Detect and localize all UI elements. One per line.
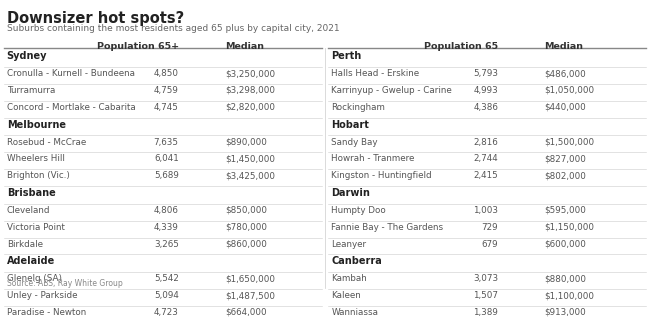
Text: Population 65: Population 65 (424, 42, 499, 51)
Text: Hobart: Hobart (332, 120, 369, 130)
Text: $913,000: $913,000 (545, 308, 586, 317)
Text: 4,339: 4,339 (154, 223, 179, 232)
Text: 4,850: 4,850 (153, 69, 179, 78)
Text: $1,150,000: $1,150,000 (545, 223, 595, 232)
Text: 2,744: 2,744 (473, 154, 499, 163)
Text: Kingston - Huntingfield: Kingston - Huntingfield (332, 171, 432, 180)
Text: Turramurra: Turramurra (6, 86, 55, 95)
Text: Darwin: Darwin (332, 188, 370, 198)
Text: 4,993: 4,993 (473, 86, 499, 95)
Text: 2,415: 2,415 (473, 171, 499, 180)
Text: $1,500,000: $1,500,000 (545, 137, 595, 146)
Text: Brisbane: Brisbane (6, 188, 55, 198)
Text: $1,450,000: $1,450,000 (225, 154, 275, 163)
Text: $1,650,000: $1,650,000 (225, 274, 275, 283)
Text: Rockingham: Rockingham (332, 103, 385, 112)
Text: Downsizer hot spots?: Downsizer hot spots? (6, 11, 184, 26)
Text: $2,820,000: $2,820,000 (225, 103, 275, 112)
Text: 5,793: 5,793 (473, 69, 499, 78)
Text: $850,000: $850,000 (225, 206, 267, 215)
Text: Median: Median (545, 42, 584, 51)
Text: Melbourne: Melbourne (6, 120, 66, 130)
Text: 1,507: 1,507 (473, 291, 499, 300)
Text: 679: 679 (482, 240, 499, 249)
Text: Cleveland: Cleveland (6, 206, 50, 215)
Text: Population 65+: Population 65+ (97, 42, 179, 51)
Text: $664,000: $664,000 (225, 308, 266, 317)
Text: Perth: Perth (332, 51, 361, 61)
Text: $3,298,000: $3,298,000 (225, 86, 275, 95)
Text: Glenelg (SA): Glenelg (SA) (6, 274, 62, 283)
Text: Unley - Parkside: Unley - Parkside (6, 291, 77, 300)
Text: Concord - Mortlake - Cabarita: Concord - Mortlake - Cabarita (6, 103, 135, 112)
Text: 4,759: 4,759 (154, 86, 179, 95)
Text: Wheelers Hill: Wheelers Hill (6, 154, 64, 163)
Text: Paradise - Newton: Paradise - Newton (6, 308, 86, 317)
Text: Sydney: Sydney (6, 51, 47, 61)
Text: 5,542: 5,542 (154, 274, 179, 283)
Text: $860,000: $860,000 (225, 240, 266, 249)
Text: $440,000: $440,000 (545, 103, 586, 112)
Text: Fannie Bay - The Gardens: Fannie Bay - The Gardens (332, 223, 443, 232)
Text: Source: ABS, Ray White Group: Source: ABS, Ray White Group (6, 279, 122, 288)
Text: Kaleen: Kaleen (332, 291, 361, 300)
Text: 1,389: 1,389 (473, 308, 499, 317)
Text: 1,003: 1,003 (473, 206, 499, 215)
Text: 7,635: 7,635 (153, 137, 179, 146)
Text: $802,000: $802,000 (545, 171, 586, 180)
Text: Howrah - Tranmere: Howrah - Tranmere (332, 154, 415, 163)
Text: Kambah: Kambah (332, 274, 367, 283)
Text: 3,073: 3,073 (473, 274, 499, 283)
Text: Median: Median (225, 42, 264, 51)
Text: $3,425,000: $3,425,000 (225, 171, 275, 180)
Text: Leanyer: Leanyer (332, 240, 367, 249)
Text: Halls Head - Erskine: Halls Head - Erskine (332, 69, 419, 78)
Text: Rosebud - McCrae: Rosebud - McCrae (6, 137, 86, 146)
Text: $486,000: $486,000 (545, 69, 586, 78)
Text: 4,745: 4,745 (154, 103, 179, 112)
Text: Suburbs containing the most residents aged 65 plus by capital city, 2021: Suburbs containing the most residents ag… (6, 25, 339, 33)
Text: 3,265: 3,265 (154, 240, 179, 249)
Text: $880,000: $880,000 (545, 274, 586, 283)
Text: $780,000: $780,000 (225, 223, 267, 232)
Text: 2,816: 2,816 (473, 137, 499, 146)
Text: $595,000: $595,000 (545, 206, 586, 215)
Text: Birkdale: Birkdale (6, 240, 43, 249)
Text: $600,000: $600,000 (545, 240, 586, 249)
Text: $827,000: $827,000 (545, 154, 586, 163)
Text: Victoria Point: Victoria Point (6, 223, 64, 232)
Text: Adelaide: Adelaide (6, 256, 55, 266)
Text: 4,386: 4,386 (473, 103, 499, 112)
Text: 5,094: 5,094 (154, 291, 179, 300)
Text: Cronulla - Kurnell - Bundeena: Cronulla - Kurnell - Bundeena (6, 69, 135, 78)
Text: $3,250,000: $3,250,000 (225, 69, 275, 78)
Text: Wanniassa: Wanniassa (332, 308, 378, 317)
Text: 5,689: 5,689 (154, 171, 179, 180)
Text: Canberra: Canberra (332, 256, 382, 266)
Text: $890,000: $890,000 (225, 137, 266, 146)
Text: Humpty Doo: Humpty Doo (332, 206, 386, 215)
Text: Karrinyup - Gwelup - Carine: Karrinyup - Gwelup - Carine (332, 86, 452, 95)
Text: $1,100,000: $1,100,000 (545, 291, 595, 300)
Text: $1,050,000: $1,050,000 (545, 86, 595, 95)
Text: 729: 729 (482, 223, 499, 232)
Text: 4,806: 4,806 (154, 206, 179, 215)
Text: 4,723: 4,723 (154, 308, 179, 317)
Text: Sandy Bay: Sandy Bay (332, 137, 378, 146)
Text: Brighton (Vic.): Brighton (Vic.) (6, 171, 70, 180)
Text: 6,041: 6,041 (154, 154, 179, 163)
Text: $1,487,500: $1,487,500 (225, 291, 275, 300)
